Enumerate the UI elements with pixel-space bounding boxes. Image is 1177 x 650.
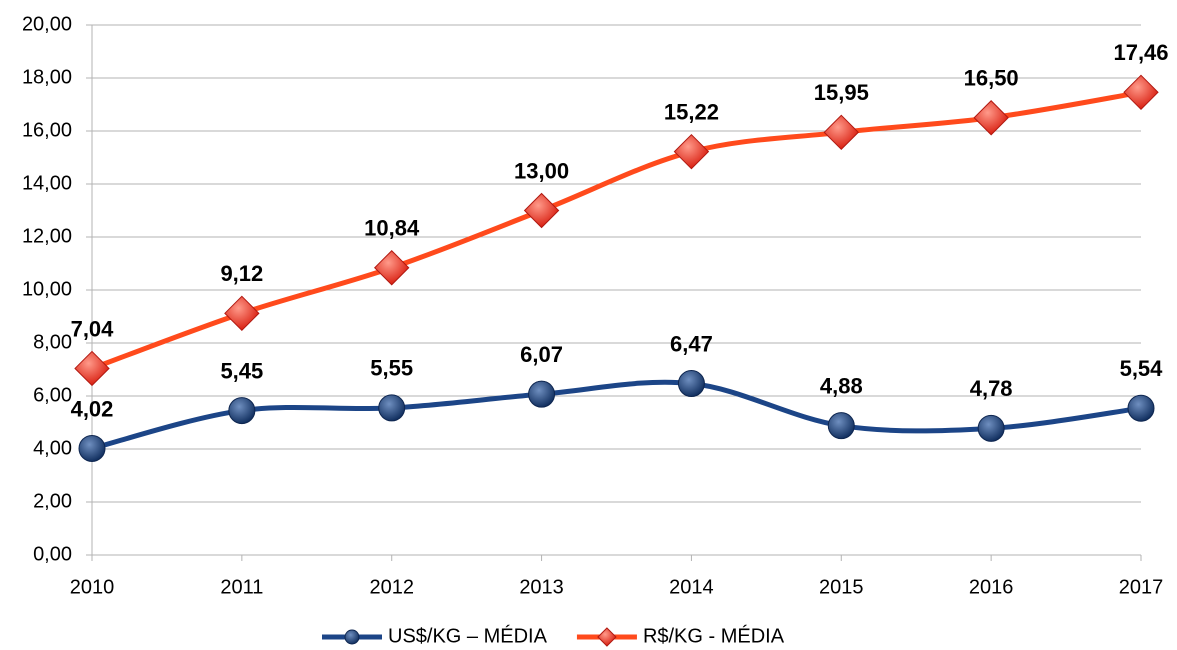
data-label: 6,07 (520, 342, 563, 367)
y-tick-label: 2,00 (33, 490, 72, 512)
series-line (91, 89, 1142, 371)
data-label: 5,55 (370, 356, 413, 381)
data-label: 4,78 (970, 376, 1013, 401)
x-tick-label: 2016 (969, 576, 1014, 598)
marker (224, 295, 260, 332)
y-tick-label: 20,00 (22, 13, 72, 35)
data-label: 9,12 (220, 261, 263, 286)
data-label: 16,50 (964, 66, 1019, 91)
marker (597, 627, 617, 647)
x-tick-label: 2013 (519, 576, 564, 598)
marker (823, 114, 859, 151)
legend-label: US$/KG – MÉDIA (388, 624, 548, 647)
data-label: 15,95 (814, 80, 869, 105)
data-label: 5,45 (220, 358, 263, 383)
marker (977, 414, 1005, 442)
series-line (91, 379, 1142, 451)
marker (1127, 394, 1155, 422)
legend-label: R$/KG - MÉDIA (643, 624, 785, 647)
y-tick-label: 14,00 (22, 172, 72, 194)
marker (1123, 74, 1159, 111)
marker (827, 412, 855, 440)
marker (673, 133, 710, 170)
marker (677, 370, 705, 398)
x-tick-label: 2012 (369, 576, 414, 598)
y-tick-label: 0,00 (33, 543, 72, 565)
marker (973, 100, 1009, 136)
x-tick-label: 2014 (669, 576, 714, 598)
data-label: 4,88 (820, 373, 863, 398)
marker (528, 380, 556, 408)
data-label: 5,54 (1120, 356, 1164, 381)
marker (344, 629, 360, 645)
marker (374, 250, 410, 286)
x-tick-label: 2010 (70, 576, 115, 598)
marker (378, 394, 406, 422)
y-tick-label: 10,00 (22, 278, 72, 300)
x-tick-label: 2015 (819, 576, 864, 598)
data-label: 7,04 (71, 316, 115, 341)
y-tick-label: 6,00 (33, 384, 72, 406)
y-tick-label: 4,00 (33, 437, 72, 459)
data-label: 13,00 (514, 158, 569, 183)
y-tick-label: 8,00 (33, 331, 72, 353)
marker (523, 192, 560, 229)
data-label: 6,47 (670, 331, 713, 356)
y-tick-label: 18,00 (22, 66, 72, 88)
y-tick-label: 12,00 (22, 225, 72, 247)
x-tick-label: 2017 (1119, 576, 1164, 598)
data-label: 15,22 (664, 99, 719, 124)
data-label: 4,02 (71, 396, 114, 421)
marker (74, 350, 110, 387)
marker (228, 397, 256, 425)
data-label: 10,84 (364, 216, 420, 241)
marker (78, 434, 106, 462)
x-tick-label: 2011 (220, 576, 263, 598)
data-label: 17,46 (1113, 40, 1168, 65)
y-tick-label: 16,00 (22, 119, 72, 141)
